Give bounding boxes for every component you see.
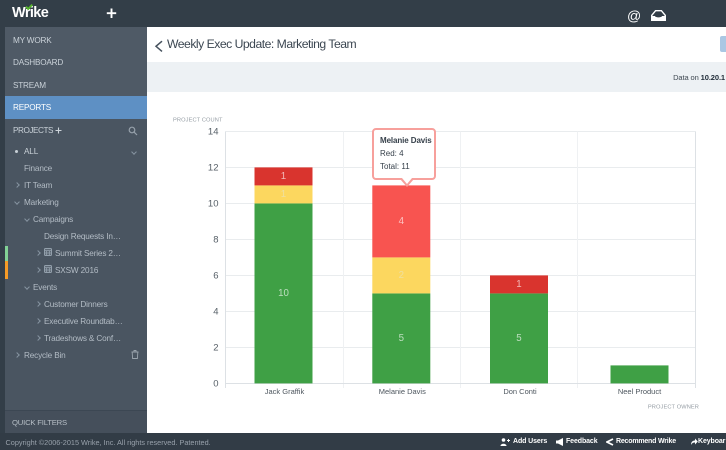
svg-text:Neel Product: Neel Product bbox=[618, 387, 662, 396]
svg-text:@: @ bbox=[627, 8, 641, 24]
svg-text:1: 1 bbox=[281, 171, 286, 182]
svg-text:5: 5 bbox=[399, 333, 404, 344]
svg-text:4: 4 bbox=[213, 307, 218, 318]
svg-text:Jack Graffik: Jack Graffik bbox=[265, 387, 305, 396]
svg-text:12: 12 bbox=[208, 163, 219, 174]
svg-text:2: 2 bbox=[399, 270, 404, 281]
svg-text:4: 4 bbox=[399, 216, 405, 227]
svg-text:10: 10 bbox=[278, 288, 289, 299]
svg-text:0: 0 bbox=[213, 379, 218, 390]
svg-text:5: 5 bbox=[516, 333, 521, 344]
svg-text:14: 14 bbox=[208, 127, 219, 138]
svg-text:1: 1 bbox=[516, 279, 521, 290]
svg-text:PROJECT OWNER: PROJECT OWNER bbox=[648, 405, 699, 411]
svg-text:8: 8 bbox=[213, 235, 218, 246]
svg-text:6: 6 bbox=[213, 271, 218, 282]
svg-text:Don Conti: Don Conti bbox=[503, 387, 537, 396]
svg-text:10: 10 bbox=[208, 199, 219, 210]
svg-text:PROJECT COUNT: PROJECT COUNT bbox=[173, 118, 223, 124]
svg-text:Melanie Davis: Melanie Davis bbox=[379, 387, 426, 396]
svg-text:1: 1 bbox=[281, 189, 286, 200]
svg-text:2: 2 bbox=[213, 343, 218, 354]
